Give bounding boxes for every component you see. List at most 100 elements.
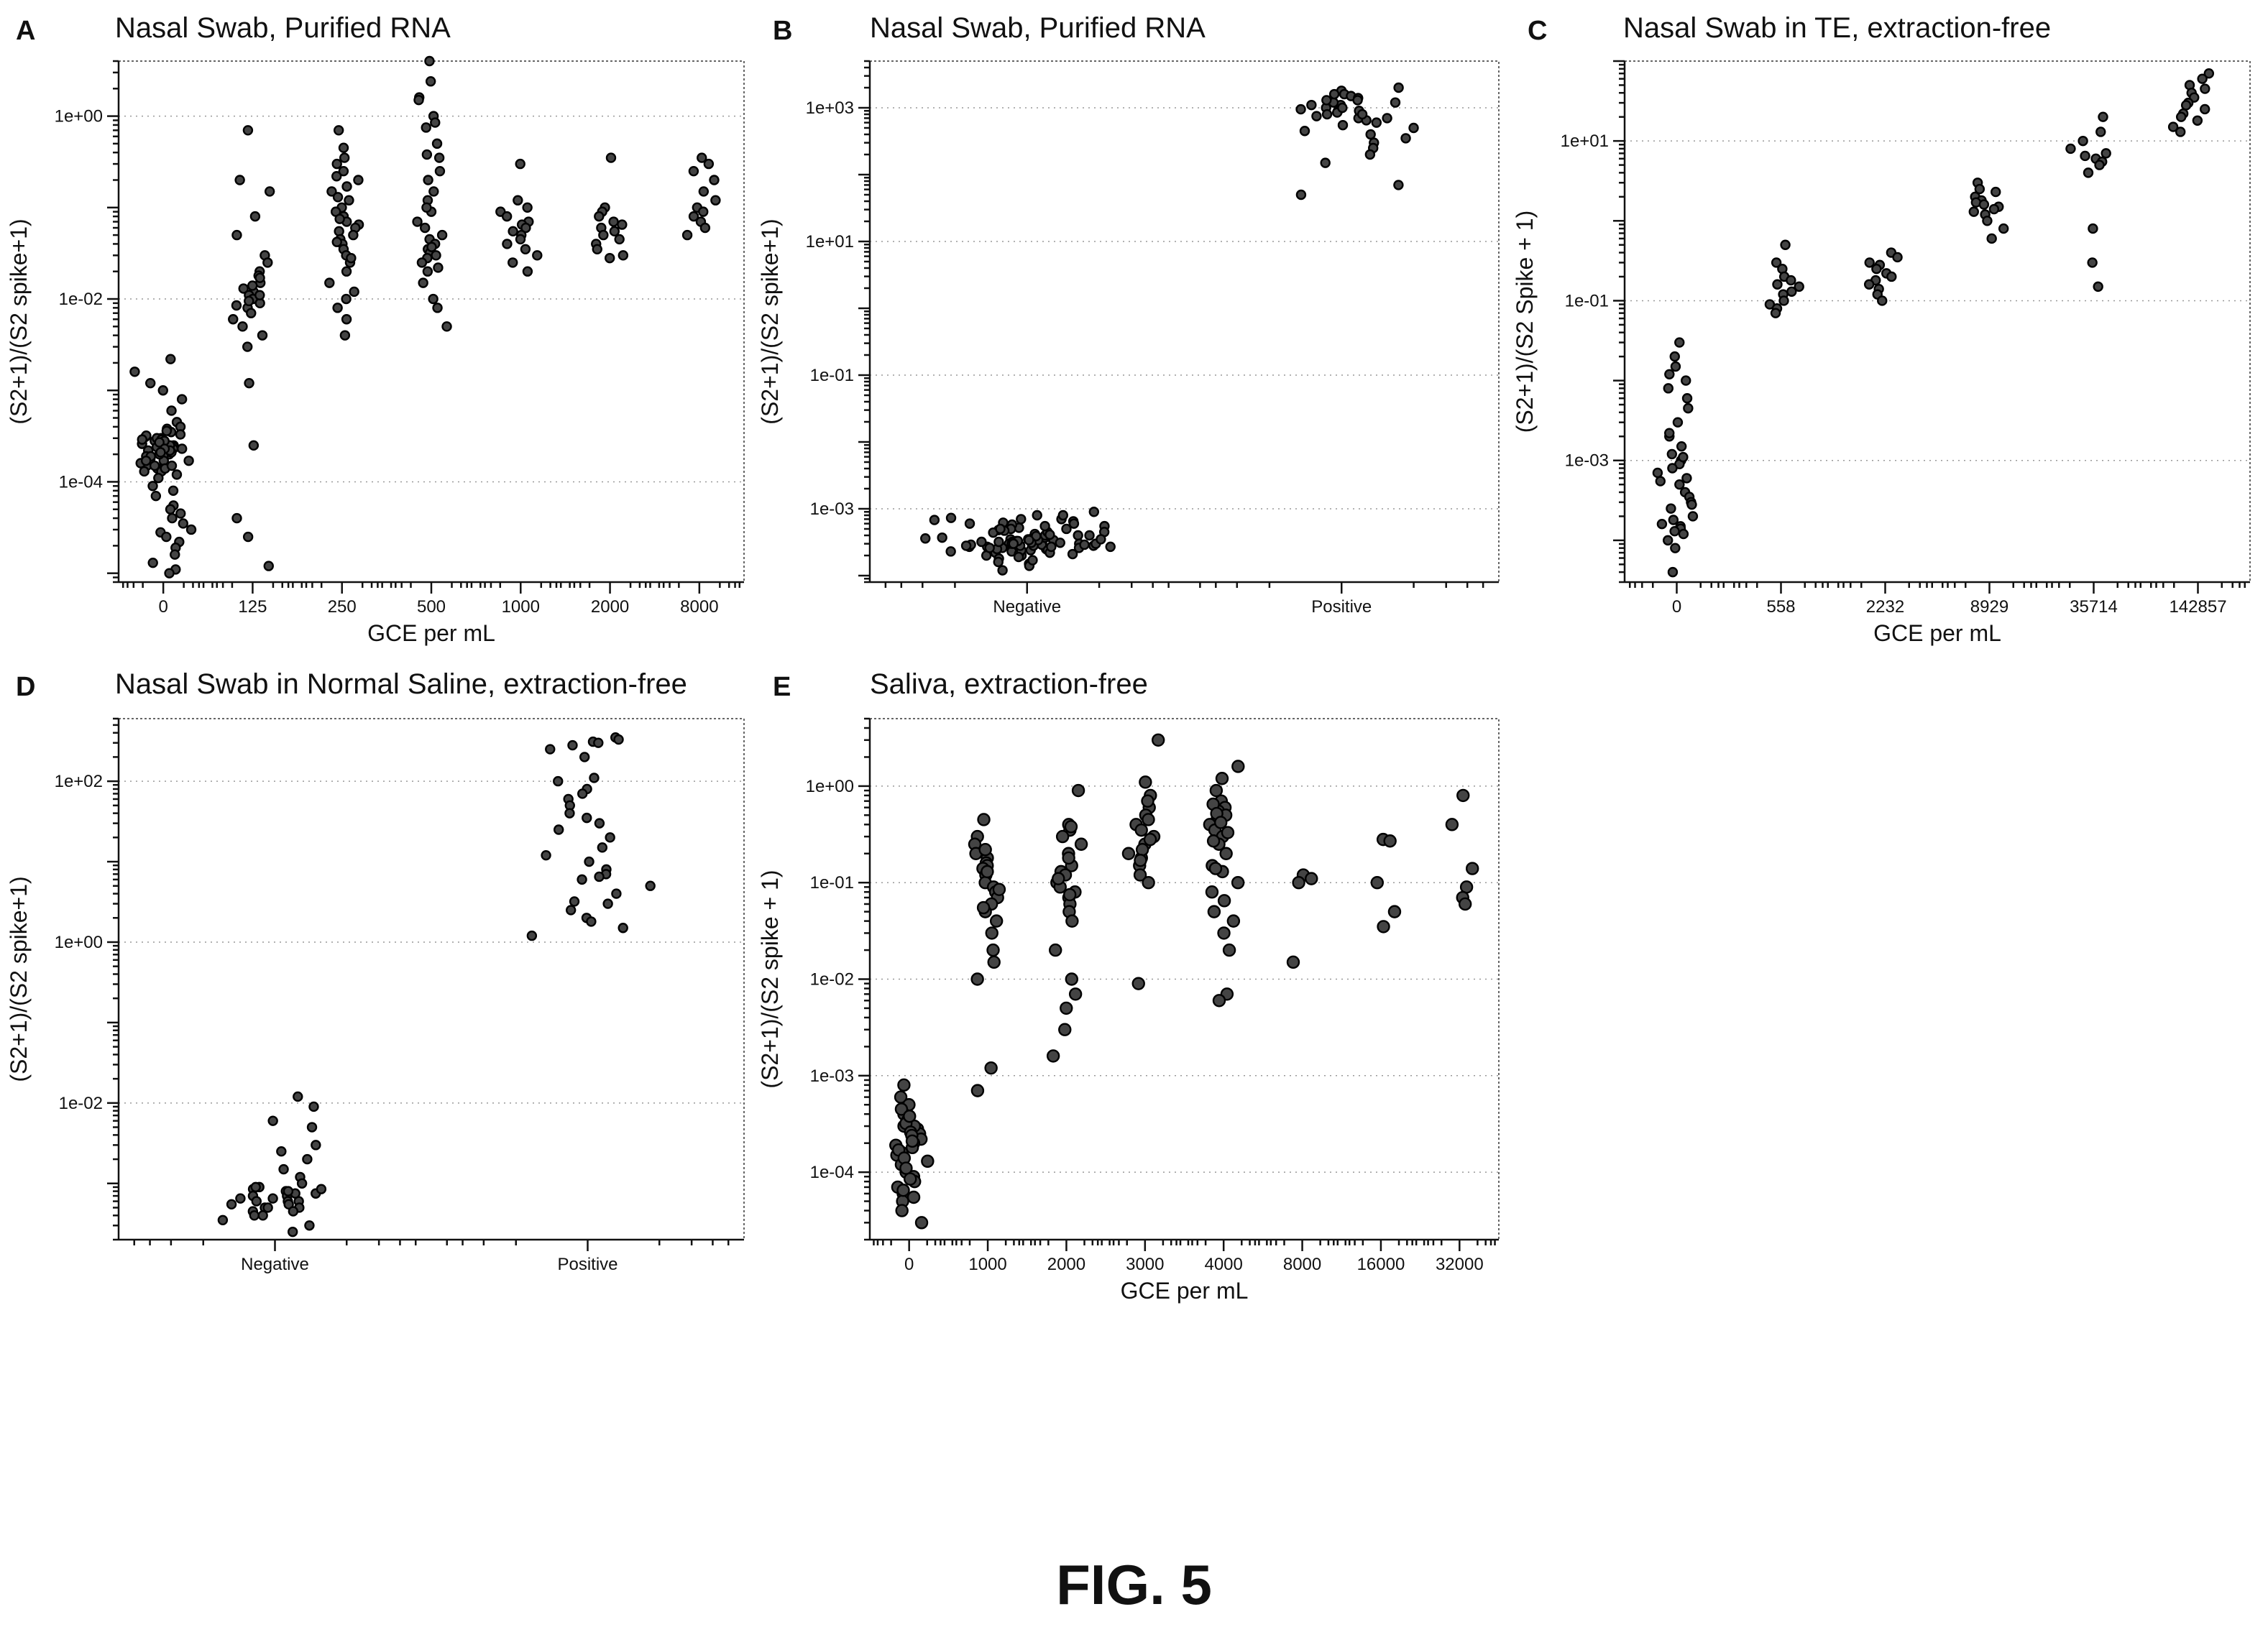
data-point	[433, 152, 445, 163]
data-point	[1214, 816, 1228, 829]
data-point	[2094, 160, 2105, 170]
data-point	[2199, 103, 2210, 115]
data-point	[1371, 117, 1382, 128]
data-point	[2080, 150, 2090, 162]
data-point	[244, 377, 254, 389]
y-tick-label: 1e-01	[1565, 291, 1609, 310]
data-point	[903, 1110, 917, 1123]
data-point	[1666, 448, 1678, 460]
data-point	[594, 871, 605, 882]
data-point	[515, 158, 525, 170]
data-point	[945, 546, 956, 557]
data-point	[522, 202, 533, 213]
data-point	[710, 195, 721, 206]
data-point	[1672, 417, 1684, 428]
data-point	[1986, 233, 1997, 244]
data-point	[1864, 257, 1875, 268]
data-point	[1337, 119, 1349, 131]
x-tick-label: 35714	[2070, 597, 2118, 617]
data-point	[1674, 479, 1685, 490]
data-point	[1208, 862, 1223, 875]
data-point	[997, 565, 1008, 576]
data-point	[242, 531, 254, 543]
panel-title: Nasal Swab, Purified RNA	[870, 12, 1206, 44]
data-point	[1387, 905, 1402, 918]
data-point	[244, 295, 254, 307]
data-point	[178, 518, 188, 529]
data-point	[283, 1199, 294, 1210]
data-point	[1390, 97, 1401, 108]
data-point	[338, 165, 349, 177]
data-point	[1151, 733, 1165, 747]
data-point	[147, 557, 158, 568]
data-point	[960, 540, 972, 551]
data-point	[1456, 788, 1470, 803]
data-point	[1786, 286, 1797, 297]
data-point	[984, 543, 995, 553]
data-point	[1057, 510, 1069, 521]
data-point	[1780, 239, 1791, 250]
data-point	[1219, 847, 1233, 860]
data-point	[1465, 862, 1479, 875]
data-point	[249, 1210, 260, 1221]
data-point	[283, 1186, 294, 1197]
panel-title: Nasal Swab in TE, extraction-free	[1623, 12, 2051, 44]
data-point	[157, 385, 168, 396]
data-point	[605, 832, 615, 843]
data-point	[508, 226, 518, 237]
data-point	[167, 512, 178, 524]
data-point	[577, 874, 587, 885]
data-point	[1212, 994, 1226, 1008]
y-axis-label: (S2+1)/(S2 Spike + 1)	[1512, 211, 1538, 433]
data-point	[541, 849, 551, 861]
data-point	[698, 206, 709, 217]
x-tick-label: 2000	[591, 597, 629, 617]
x-tick-label: 8000	[680, 597, 718, 617]
data-point	[1445, 818, 1459, 831]
x-tick-label: 0	[158, 597, 167, 617]
data-point	[226, 1199, 237, 1210]
data-point	[1142, 813, 1155, 826]
data-point	[904, 1172, 917, 1186]
data-point	[2180, 100, 2192, 111]
data-point	[986, 943, 1000, 957]
x-tick-label: 16000	[1357, 1255, 1405, 1274]
data-point	[2088, 223, 2098, 234]
data-point	[1207, 905, 1221, 918]
data-point	[1016, 514, 1027, 525]
data-point	[2083, 167, 2094, 178]
data-point	[617, 923, 628, 934]
data-point	[1096, 534, 1106, 545]
data-point	[254, 290, 265, 300]
data-point	[617, 250, 629, 261]
panel-letter: E	[773, 672, 791, 702]
data-point	[608, 216, 619, 227]
data-point	[1886, 271, 1897, 282]
data-point	[929, 515, 940, 525]
data-point	[617, 219, 628, 230]
data-point	[970, 972, 984, 986]
data-point	[709, 175, 720, 185]
data-point	[1681, 393, 1693, 404]
data-point	[234, 175, 245, 185]
data-point	[257, 1210, 268, 1221]
data-point	[238, 283, 249, 294]
panel-d: D Nasal Swab in Normal Saline, extraction…	[6, 668, 745, 1274]
data-point	[976, 536, 987, 548]
data-point	[1206, 834, 1221, 848]
data-point	[906, 1190, 921, 1204]
data-point	[428, 186, 439, 197]
data-point	[1337, 102, 1348, 114]
data-point	[1667, 463, 1678, 474]
data-point	[513, 195, 523, 206]
data-point	[993, 536, 1004, 548]
data-point	[346, 252, 357, 264]
data-point	[1231, 760, 1245, 773]
x-axis-label: GCE per mL	[1873, 620, 2001, 646]
data-point	[502, 239, 513, 249]
x-tick-label: 125	[238, 597, 267, 617]
data-point	[341, 314, 352, 325]
data-point	[605, 252, 615, 264]
data-point	[423, 175, 433, 185]
data-point	[1458, 897, 1472, 911]
